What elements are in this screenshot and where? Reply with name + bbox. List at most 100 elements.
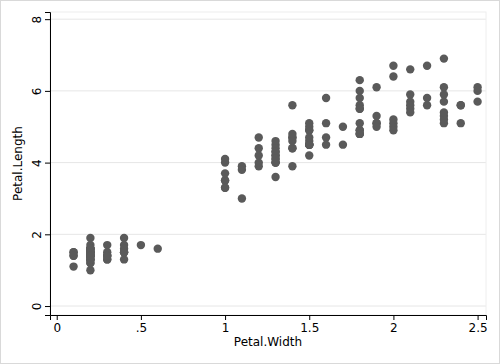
y-tick-label: 2	[30, 231, 44, 239]
point	[406, 108, 414, 116]
y-tick-mark	[45, 306, 50, 307]
x-tick-label: 2.5	[469, 321, 488, 335]
point	[288, 162, 296, 170]
point	[120, 248, 128, 256]
point	[440, 108, 448, 116]
point	[339, 123, 347, 131]
y-tick-mark	[45, 163, 50, 164]
point	[271, 155, 279, 163]
point	[221, 184, 229, 192]
x-axis: 0 .5 1 1.5 2 2.5	[51, 315, 488, 335]
point	[120, 248, 128, 256]
x-tick: 0	[53, 315, 61, 335]
x-tick-label: 1.5	[300, 321, 319, 335]
point	[271, 148, 279, 156]
point	[356, 130, 364, 138]
point	[305, 140, 313, 148]
x-tick-mark	[393, 315, 394, 320]
point	[86, 252, 94, 260]
point	[255, 158, 263, 166]
point	[86, 252, 94, 260]
x-tick: .5	[136, 315, 147, 335]
plot-frame	[50, 12, 486, 315]
point	[154, 244, 162, 252]
point	[86, 234, 94, 242]
x-tick: 1	[222, 315, 230, 335]
point	[221, 169, 229, 177]
point	[271, 148, 279, 156]
x-tick-mark	[141, 315, 142, 320]
point	[305, 140, 313, 148]
y-tick: 0	[30, 303, 50, 311]
point	[322, 94, 330, 102]
point	[440, 97, 448, 105]
point	[86, 252, 94, 260]
point	[339, 140, 347, 148]
point	[389, 72, 397, 80]
point	[86, 252, 94, 260]
point	[255, 151, 263, 159]
point	[86, 252, 94, 260]
point	[473, 83, 481, 91]
y-tick: 8	[30, 16, 50, 24]
point	[271, 173, 279, 181]
point	[305, 119, 313, 127]
y-axis: 0 2 4 6 8	[30, 13, 51, 316]
point	[356, 119, 364, 127]
point	[305, 133, 313, 141]
point	[389, 62, 397, 70]
point	[69, 252, 77, 260]
point	[457, 119, 465, 127]
point	[255, 144, 263, 152]
y-tick-label: 4	[30, 159, 44, 167]
point	[69, 252, 77, 260]
point	[103, 241, 111, 249]
point	[103, 252, 111, 260]
point	[305, 140, 313, 148]
y-tick-label: 6	[30, 88, 44, 96]
point	[305, 140, 313, 148]
point	[137, 241, 145, 249]
chart: 0.511.522.502468Petal.WidthPetal.Length	[0, 0, 500, 364]
point	[288, 130, 296, 138]
point	[120, 248, 128, 256]
y-tick-label: 8	[30, 16, 44, 24]
x-tick-label: 2	[390, 321, 398, 335]
x-axis-line	[51, 316, 487, 321]
x-tick-label: 0	[53, 321, 61, 335]
x-tick: 1.5	[300, 315, 319, 335]
grid-line	[50, 90, 486, 91]
point	[406, 101, 414, 109]
point	[372, 123, 380, 131]
point	[221, 176, 229, 184]
point	[255, 133, 263, 141]
x-tick: 2.5	[469, 315, 488, 335]
x-tick-mark	[309, 315, 310, 320]
y-tick: 2	[30, 231, 50, 239]
point	[221, 184, 229, 192]
point	[322, 119, 330, 127]
point	[120, 234, 128, 242]
point	[322, 133, 330, 141]
point	[356, 130, 364, 138]
point	[221, 176, 229, 184]
point	[473, 97, 481, 105]
point	[423, 62, 431, 70]
y-tick: 4	[30, 159, 50, 167]
point	[288, 144, 296, 152]
point	[86, 266, 94, 274]
y-tick: 6	[30, 88, 50, 96]
x-axis-title: Petal.Width	[234, 335, 302, 349]
point	[288, 144, 296, 152]
point	[356, 94, 364, 102]
point	[389, 126, 397, 134]
point	[103, 252, 111, 260]
point	[271, 155, 279, 163]
point	[271, 137, 279, 145]
point	[86, 252, 94, 260]
x-tick-label: .5	[136, 321, 147, 335]
point	[440, 115, 448, 123]
point	[457, 101, 465, 109]
y-tick-label: 0	[30, 303, 44, 311]
grid	[50, 19, 486, 306]
